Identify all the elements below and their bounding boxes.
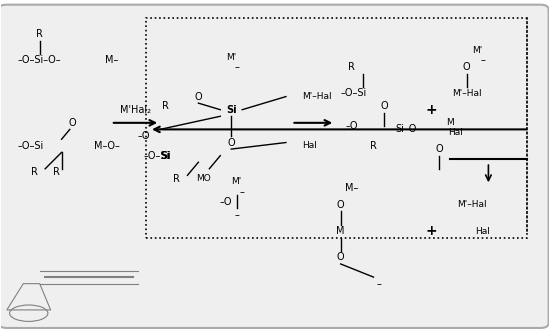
Text: M': M' <box>232 177 242 186</box>
Text: O: O <box>381 101 388 112</box>
Text: Hal: Hal <box>302 141 317 150</box>
Text: M–O–: M–O– <box>95 141 120 151</box>
Text: –O: –O <box>138 131 150 141</box>
Text: –O–Si–O–: –O–Si–O– <box>18 56 62 66</box>
Text: M: M <box>337 226 345 236</box>
Text: –: – <box>377 279 381 289</box>
Text: O: O <box>463 62 470 72</box>
Text: M–: M– <box>106 56 119 66</box>
Text: O: O <box>337 200 344 210</box>
Text: R: R <box>370 141 377 151</box>
Text: R: R <box>173 174 180 184</box>
Text: O: O <box>337 253 344 262</box>
Text: –: – <box>234 62 239 72</box>
Text: –O–Si: –O–Si <box>340 88 367 98</box>
Text: O: O <box>227 137 235 148</box>
Text: O: O <box>69 118 76 128</box>
Text: M'–Hal: M'–Hal <box>452 89 481 98</box>
FancyBboxPatch shape <box>0 5 548 328</box>
Text: M–: M– <box>345 183 358 194</box>
Text: M': M' <box>226 53 236 62</box>
Text: –O: –O <box>219 197 232 207</box>
Text: M'Hal₂: M'Hal₂ <box>120 105 151 115</box>
Text: M': M' <box>472 46 482 55</box>
Text: –O–Si: –O–Si <box>144 151 170 161</box>
Text: M'–Hal: M'–Hal <box>302 92 332 101</box>
Text: –O–Si: –O–Si <box>18 141 44 151</box>
Text: +: + <box>425 103 437 117</box>
Text: R: R <box>31 167 37 177</box>
Text: +: + <box>425 224 437 238</box>
Text: –: – <box>240 187 245 197</box>
Text: O: O <box>436 144 443 154</box>
Text: Si: Si <box>160 151 171 161</box>
Text: –: – <box>234 210 239 220</box>
Text: Si–O: Si–O <box>395 124 417 134</box>
Text: –O: –O <box>345 121 358 131</box>
Text: MO: MO <box>196 174 211 183</box>
Text: Hal: Hal <box>476 227 491 236</box>
Text: R: R <box>348 62 355 72</box>
Text: Hal: Hal <box>448 128 463 137</box>
Text: R: R <box>53 167 59 177</box>
Text: M'–Hal: M'–Hal <box>457 200 487 210</box>
Text: O: O <box>195 92 202 102</box>
Text: –: – <box>481 56 486 66</box>
Text: R: R <box>36 29 43 39</box>
Text: M: M <box>446 118 454 127</box>
Text: R: R <box>162 101 169 112</box>
Text: Si: Si <box>226 105 236 115</box>
